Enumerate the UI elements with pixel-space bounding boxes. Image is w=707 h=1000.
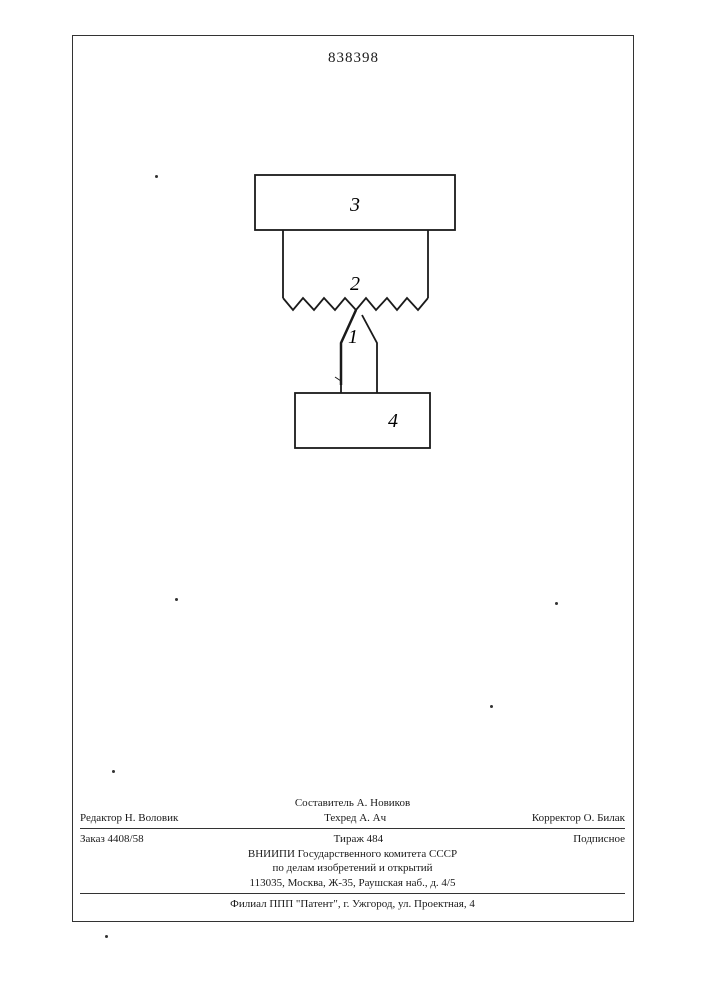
techred: Техред А. Ач — [324, 811, 386, 826]
order-row: Заказ 4408/58 Тираж 484 Подписное — [80, 832, 625, 847]
branch-line: Филиал ППП "Патент", г. Ужгород, ул. Про… — [80, 897, 625, 912]
scan-dot — [555, 602, 558, 605]
footer-rule-1 — [80, 828, 625, 829]
scan-dot — [112, 770, 115, 773]
patent-diagram: 3 2 1 4 — [235, 150, 475, 500]
agency-line-2: по делам изобретений и открытий — [80, 861, 625, 876]
scan-dot — [155, 175, 158, 178]
scan-dot — [175, 598, 178, 601]
corrector: Корректор О. Билак — [532, 811, 625, 826]
label-2: 2 — [350, 273, 360, 295]
footer-rule-2 — [80, 893, 625, 894]
diagram-svg: 3 2 1 4 — [235, 150, 475, 500]
circulation: Тираж 484 — [334, 832, 384, 847]
footer-block: Составитель А. Новиков Редактор Н. Волов… — [80, 796, 625, 912]
subscription: Подписное — [573, 832, 625, 847]
order-number: Заказ 4408/58 — [80, 832, 144, 847]
label-1: 1 — [348, 326, 358, 348]
serrated-teeth — [283, 298, 428, 310]
scan-dot — [105, 935, 108, 938]
credits-row: Редактор Н. Воловик Техред А. Ач Коррект… — [80, 811, 625, 826]
scan-dot — [490, 705, 493, 708]
label-3: 3 — [349, 194, 360, 216]
compiler-line: Составитель А. Новиков — [80, 796, 625, 811]
block-4 — [295, 393, 430, 448]
agency-address: 113035, Москва, Ж-35, Раушская наб., д. … — [80, 876, 625, 891]
label-4: 4 — [388, 410, 398, 432]
editor: Редактор Н. Воловик — [80, 811, 178, 826]
agency-line-1: ВНИИПИ Государственного комитета СССР — [80, 847, 625, 862]
tip-right — [362, 315, 377, 385]
document-number: 838398 — [0, 50, 707, 67]
